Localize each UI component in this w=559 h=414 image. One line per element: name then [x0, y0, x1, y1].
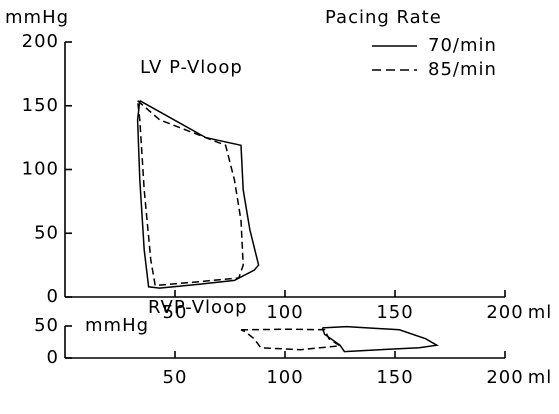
- x-tick-label: 150: [376, 367, 413, 388]
- loop-line: [240, 328, 343, 351]
- x-tick-label: 150: [376, 302, 413, 323]
- x-axis-label: ml: [528, 302, 553, 323]
- y-tick-label: 200: [22, 31, 59, 52]
- y-tick-label: 100: [22, 159, 59, 180]
- chart-title: LV P-Vloop: [140, 57, 243, 78]
- legend-label: 70/min: [428, 35, 497, 56]
- x-tick-label: 200: [486, 367, 523, 388]
- x-tick-label: 50: [163, 302, 188, 323]
- x-tick-label: 100: [266, 367, 303, 388]
- loop-line: [136, 100, 260, 289]
- legend-title: Pacing Rate: [325, 7, 442, 28]
- y-tick-label: 0: [47, 286, 59, 307]
- chart-title: RVP-Vloop: [148, 297, 248, 318]
- x-tick-label: 100: [266, 302, 303, 323]
- y-tick-label: 50: [34, 315, 59, 336]
- x-tick-label: 50: [163, 367, 188, 388]
- x-tick-label: 200: [486, 302, 523, 323]
- y-axis-label: mmHg: [5, 7, 69, 28]
- loop-line: [321, 325, 440, 353]
- x-axis-label: ml: [528, 367, 553, 388]
- legend-label: 85/min: [428, 59, 497, 80]
- y-axis-label: mmHg: [85, 315, 149, 336]
- y-tick-label: 50: [34, 222, 59, 243]
- y-tick-label: 150: [22, 95, 59, 116]
- y-tick-label: 0: [47, 347, 59, 368]
